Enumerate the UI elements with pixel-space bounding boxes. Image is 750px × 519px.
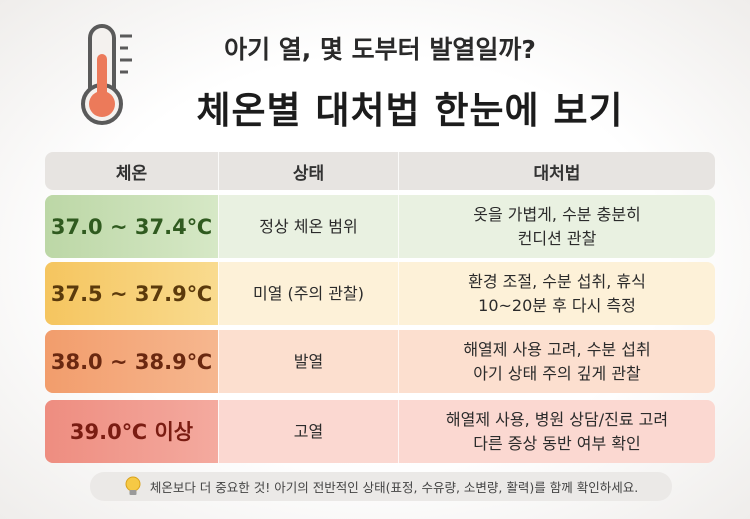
action-cell: 환경 조절, 수분 섭취, 휴식 10~20분 후 다시 측정	[398, 262, 715, 325]
status-cell: 발열	[218, 330, 398, 393]
action-line: 컨디션 관찰	[517, 228, 597, 248]
temperature-cell: 38.0 ~ 38.9℃	[45, 330, 218, 393]
status: 발열	[293, 351, 324, 371]
temperature: 38.0 ~ 38.9℃	[50, 349, 213, 374]
status-cell: 미열 (주의 관찰)	[218, 262, 398, 325]
table-header: 체온 상태 대처법	[45, 152, 715, 190]
title: 체온별 대처법 한눈에 보기	[196, 89, 624, 132]
temperature: 39.0℃ 이상	[69, 419, 194, 444]
temperature-cell: 39.0℃ 이상	[45, 400, 218, 463]
table-row: 37.5 ~ 37.9℃ 미열 (주의 관찰) 환경 조절, 수분 섭취, 휴식 10…	[45, 262, 715, 325]
status-cell: 정상 체온 범위	[218, 195, 398, 258]
status: 미열 (주의 관찰)	[253, 283, 364, 303]
temperature: 37.0 ~ 37.4℃	[50, 214, 213, 239]
temperature-cell: 37.5 ~ 37.9℃	[45, 262, 218, 325]
header-cell: 상태	[218, 152, 398, 190]
subtitle: 아기 열, 몇 도부터 발열일까?	[224, 35, 536, 64]
status-cell: 고열	[218, 400, 398, 463]
header-cell: 체온	[115, 163, 148, 184]
bulb-icon	[125, 476, 141, 495]
temperature-cell: 37.0 ~ 37.4℃	[45, 195, 218, 258]
action-line: 해열제 사용, 병원 상담/진료 고려	[445, 409, 669, 429]
header-cell: 대처법	[398, 152, 715, 190]
action-line: 아기 상태 주의 깊게 관찰	[473, 363, 641, 383]
status: 고열	[293, 421, 324, 441]
action-line: 10~20분 후 다시 측정	[478, 295, 636, 315]
note-text: 체온보다 더 중요한 것! 아기의 전반적인 상태(표정, 수유량, 소변량, …	[149, 480, 639, 495]
action-line: 환경 조절, 수분 섭취, 휴식	[468, 271, 646, 291]
status: 정상 체온 범위	[259, 216, 358, 236]
temperature: 37.5 ~ 37.9℃	[50, 281, 213, 306]
action-line: 옷을 가볍게, 수분 충분히	[473, 204, 641, 224]
thermometer-icon	[81, 24, 132, 125]
action-line: 해열제 사용 고려, 수분 섭취	[463, 339, 651, 359]
action-line: 다른 증상 동반 여부 확인	[473, 433, 641, 453]
footer-note: 체온보다 더 중요한 것! 아기의 전반적인 상태(표정, 수유량, 소변량, …	[90, 472, 672, 501]
